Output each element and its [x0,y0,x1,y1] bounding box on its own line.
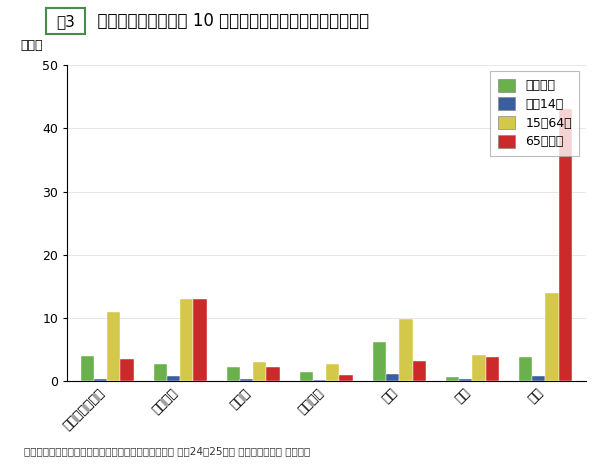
Bar [446,377,459,381]
Bar [267,367,279,381]
Bar [326,364,340,381]
Bar [313,380,326,381]
Text: 年齢別溺死率（人口 10 万人あたりの溺死数）の国際比較: 年齢別溺死率（人口 10 万人あたりの溺死数）の国際比較 [87,12,370,30]
Bar [519,357,533,381]
Bar [486,357,499,381]
Bar [300,372,313,381]
Legend: ０－１歳, ５－14歳, 15－64歳, 65歳以上: ０－１歳, ５－14歳, 15－64歳, 65歳以上 [490,71,580,156]
Bar [459,379,472,381]
Bar [253,362,267,381]
Bar [412,361,426,381]
Bar [94,379,107,381]
Bar [154,364,167,381]
Bar [373,342,386,381]
Bar [227,367,240,381]
Bar [533,376,545,381]
Bar [107,312,120,381]
Text: （人）: （人） [20,40,43,53]
Bar [340,375,353,381]
Bar [472,355,486,381]
Bar [167,376,181,381]
Text: 図3: 図3 [56,13,75,29]
Text: ＊入浴関連事故の実態把握及び予防対策に関する研究 平成24～25年度 総合研究報告書 より引用: ＊入浴関連事故の実態把握及び予防対策に関する研究 平成24～25年度 総合研究報… [24,445,310,456]
Bar [240,379,253,381]
Bar [81,356,94,381]
Bar [193,299,207,381]
Bar [545,293,559,381]
Bar [400,319,412,381]
Bar [559,109,572,381]
Bar [386,374,400,381]
Bar [181,299,193,381]
Bar [120,359,134,381]
